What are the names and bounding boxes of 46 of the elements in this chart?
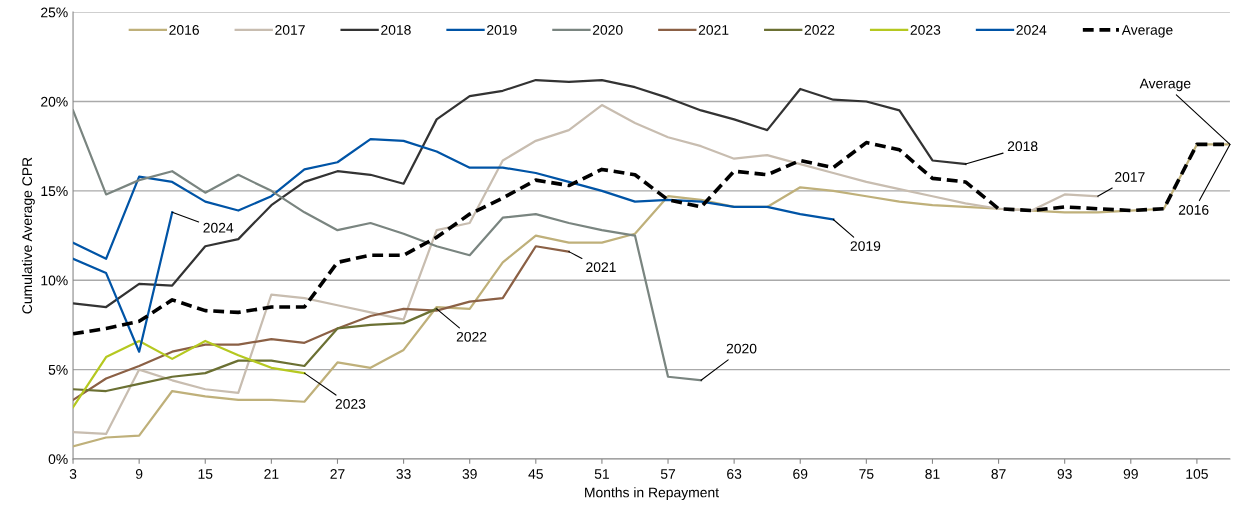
y-tick-label: 25%: [41, 7, 68, 18]
x-tick-label: 27: [330, 469, 345, 479]
x-tick-label: 69: [793, 469, 808, 479]
legend-label: 2024: [1016, 25, 1047, 35]
text: 2024: [203, 222, 234, 233]
y-tick-label: 10%: [41, 275, 68, 286]
legend-label: Average: [1121, 25, 1173, 38]
text: 2016: [1178, 204, 1209, 215]
legend-label: 2018: [381, 25, 411, 35]
x-tick-label: 75: [859, 469, 874, 479]
x-tick-label: 39: [462, 469, 477, 479]
x-tick-label: 45: [528, 469, 543, 479]
text: 2020: [726, 343, 757, 354]
x-tick-label: 93: [1057, 469, 1072, 479]
legend-label: 2017: [275, 25, 305, 35]
y-axis-title: Cumulative Average CPR: [21, 157, 35, 314]
legend-label: 2021: [698, 25, 729, 35]
x-tick-label: 63: [727, 469, 742, 479]
x-tick-label: 51: [594, 469, 609, 479]
legend-label: 2019: [487, 25, 517, 35]
text: 2022: [456, 331, 487, 342]
text: 2023: [335, 398, 366, 409]
legend-label: 2023: [910, 25, 941, 35]
text: 2019: [850, 241, 881, 251]
legend-label: 2020: [592, 25, 623, 35]
y-tick-label: 20%: [41, 96, 68, 107]
legend-label: 2016: [169, 25, 199, 35]
x-axis-title: Months in Repayment: [585, 487, 719, 501]
x-tick-label: 99: [1123, 469, 1138, 479]
x-tick-label: 87: [991, 469, 1006, 479]
x-tick-label: 81: [925, 469, 940, 479]
x-tick-label: 21: [264, 469, 279, 479]
text: Average: [1139, 78, 1191, 92]
text: 2018: [1007, 141, 1038, 152]
legend-label: 2022: [804, 25, 835, 35]
y-tick-label: 0%: [48, 454, 68, 465]
y-tick-label: 5%: [48, 364, 68, 375]
x-tick-label: 57: [660, 469, 676, 479]
text: 2017: [1115, 172, 1145, 182]
x-tick-label: 33: [396, 469, 411, 479]
x-tick-label: 105: [1186, 469, 1208, 479]
y-tick-label: 15%: [41, 186, 68, 197]
x-tick-label: 15: [198, 469, 213, 479]
text: 2021: [586, 262, 616, 273]
x-tick-label: 3: [69, 469, 77, 479]
x-tick-label: 9: [135, 469, 143, 479]
